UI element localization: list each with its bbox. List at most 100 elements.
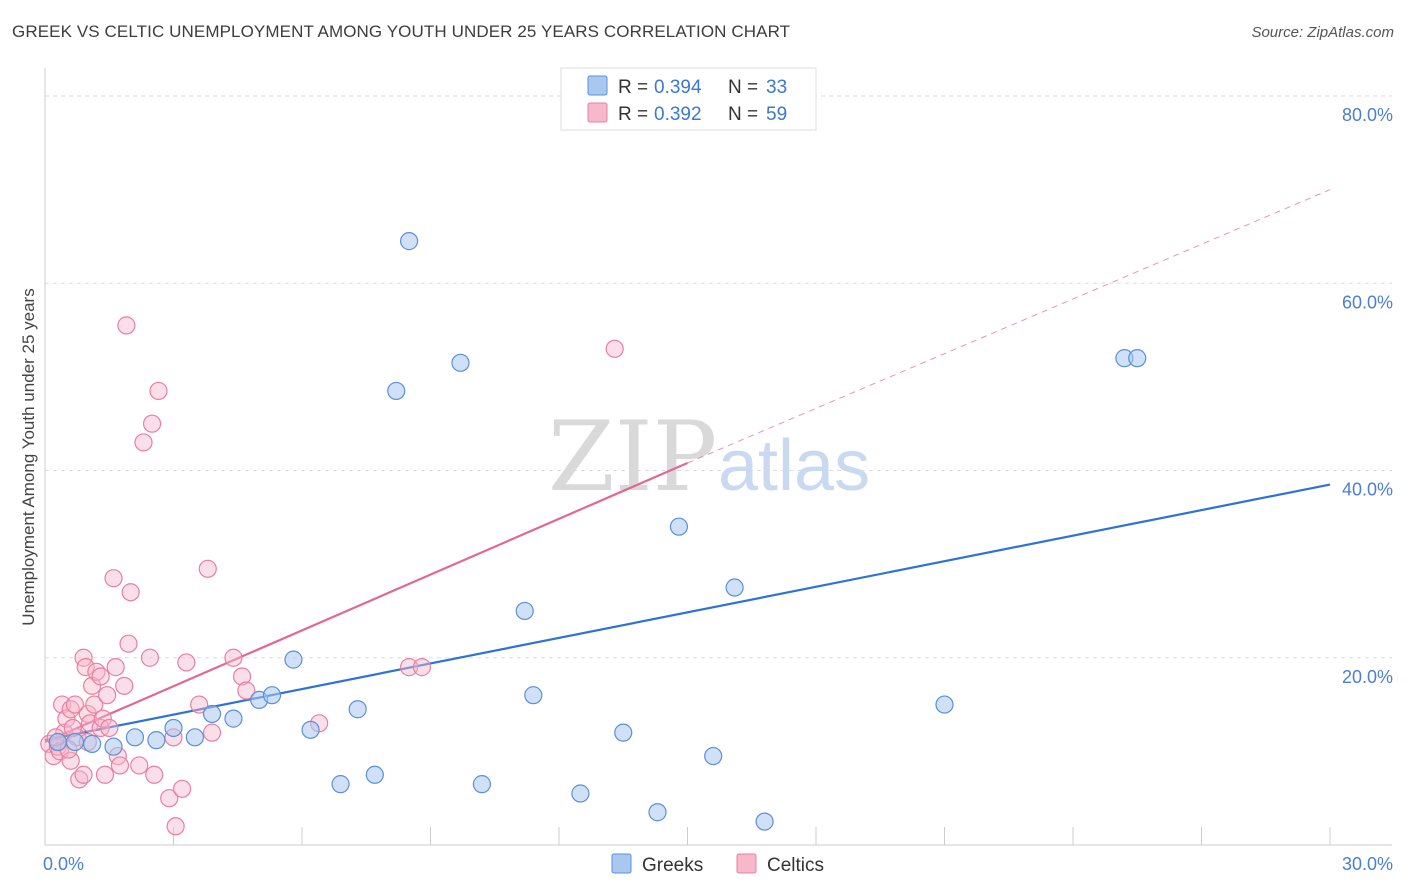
greeks-point-21 — [515, 601, 534, 621]
greeks-point-13 — [301, 720, 320, 739]
bottom-legend-celtics-label: Celtics — [767, 855, 824, 876]
greeks-point-28 — [725, 578, 744, 597]
greeks-point-30 — [935, 695, 954, 714]
greeks-point-3 — [104, 737, 123, 756]
bottom-legend-greeks-swatch — [611, 853, 632, 874]
celtics-points — [40, 316, 624, 836]
celtics-point-14 — [76, 658, 95, 677]
celtics-trend-line-extended — [687, 189, 1331, 464]
x-tick-label-max: 30.0% — [1342, 854, 1393, 874]
y-tick-label-80: 80.0% — [1342, 105, 1393, 125]
greeks-point-12 — [284, 650, 303, 669]
celtics-point-27 — [106, 658, 125, 677]
chart-title: GREEK VS CELTIC UNEMPLOYMENT AMONG YOUTH… — [12, 22, 791, 41]
greeks-point-22 — [524, 686, 543, 705]
greeks-point-17 — [387, 381, 406, 401]
greeks-point-1 — [65, 732, 85, 752]
celtics-point-29 — [110, 756, 130, 775]
greeks-point-11 — [262, 686, 282, 705]
legend-celtics-n-value: 59 — [766, 104, 787, 125]
greeks-point-25 — [648, 803, 667, 822]
top-legend: R = 0.394 N = 33 R = 0.392 N = 59 — [560, 67, 817, 131]
celtics-point-6 — [57, 709, 76, 728]
greeks-point-29 — [755, 812, 774, 831]
celtics-point-36 — [142, 414, 162, 433]
greeks-point-0 — [48, 732, 67, 752]
greeks-point-6 — [164, 718, 183, 738]
legend-celtics-r-value: 0.392 — [654, 104, 702, 125]
y-axis-label: Unemployment Among Youth under 25 years — [19, 288, 38, 625]
celtics-point-35 — [140, 648, 160, 667]
legend-greeks-n-value: 33 — [766, 77, 787, 98]
celtics-point-24 — [98, 686, 117, 705]
celtics-point-50 — [237, 681, 256, 700]
celtics-point-54 — [605, 339, 624, 358]
legend-greeks-swatch — [587, 75, 608, 96]
legend-celtics-r-label: R = — [618, 104, 648, 125]
celtics-point-32 — [121, 583, 140, 602]
legend-greeks-n-label: N = — [728, 77, 758, 98]
celtics-point-42 — [166, 817, 185, 836]
greeks-point-2 — [83, 734, 102, 753]
celtics-point-34 — [134, 433, 153, 452]
bottom-legend-celtics-swatch — [736, 853, 757, 874]
celtics-point-20 — [91, 667, 110, 686]
greeks-point-4 — [125, 728, 145, 747]
y-tick-label-40: 40.0% — [1342, 480, 1393, 500]
celtics-point-26 — [104, 569, 123, 588]
celtics-point-22 — [93, 709, 112, 728]
legend-greeks-r-value: 0.394 — [654, 77, 702, 98]
greeks-point-7 — [185, 728, 205, 747]
greeks-point-26 — [669, 517, 689, 536]
celtics-point-46 — [202, 723, 222, 742]
y-tick-label-20: 20.0% — [1342, 667, 1393, 687]
celtics-point-39 — [117, 316, 136, 335]
celtics-point-4 — [53, 695, 72, 714]
greeks-point-27 — [704, 746, 723, 766]
celtics-point-30 — [115, 676, 134, 695]
greeks-point-23 — [571, 784, 590, 803]
greeks-point-5 — [147, 731, 166, 750]
watermark-atlas: atlas — [718, 426, 870, 506]
celtics-point-40 — [160, 789, 179, 808]
grid-lines — [45, 95, 1392, 659]
greeks-point-19 — [451, 353, 470, 372]
greeks-trend-line — [44, 483, 1331, 742]
greeks-point-15 — [348, 700, 367, 719]
celtics-point-18 — [85, 695, 104, 714]
greeks-point-24 — [614, 723, 633, 742]
greeks-points — [48, 232, 1147, 831]
axes — [44, 68, 1392, 846]
celtics-point-25 — [100, 718, 119, 738]
celtics-point-8 — [61, 751, 80, 770]
watermark: ZIP atlas — [548, 401, 870, 513]
greeks-point-18 — [399, 232, 419, 251]
celtics-point-38 — [149, 381, 168, 401]
greeks-point-14 — [331, 775, 350, 794]
watermark-zip: ZIP — [548, 401, 717, 513]
bottom-legend: Greeks Celtics — [611, 853, 824, 876]
bottom-legend-greeks-label: Greeks — [642, 855, 703, 876]
celtics-point-48 — [224, 648, 243, 667]
greeks-point-9 — [224, 709, 243, 728]
y-tick-label-60: 60.0% — [1342, 292, 1393, 312]
celtics-point-45 — [190, 695, 209, 714]
celtics-point-12 — [74, 765, 93, 784]
celtics-point-43 — [172, 779, 192, 798]
legend-greeks-r-label: R = — [618, 77, 648, 98]
tick-labels: 20.0% 40.0% 60.0% 80.0% 0.0% 30.0% — [43, 105, 1393, 874]
legend-celtics-swatch — [587, 102, 608, 123]
celtics-point-53 — [412, 658, 432, 677]
greeks-point-8 — [202, 704, 222, 724]
celtics-point-44 — [177, 653, 196, 672]
celtics-point-9 — [65, 695, 85, 714]
legend-celtics-n-label: N = — [728, 104, 758, 125]
celtics-point-31 — [119, 634, 138, 653]
x-tick-label-min: 0.0% — [43, 854, 84, 874]
greeks-point-16 — [365, 765, 384, 784]
celtics-point-37 — [145, 765, 164, 784]
celtics-point-33 — [130, 756, 149, 775]
celtics-point-47 — [198, 559, 217, 578]
greeks-point-32 — [1128, 349, 1147, 368]
